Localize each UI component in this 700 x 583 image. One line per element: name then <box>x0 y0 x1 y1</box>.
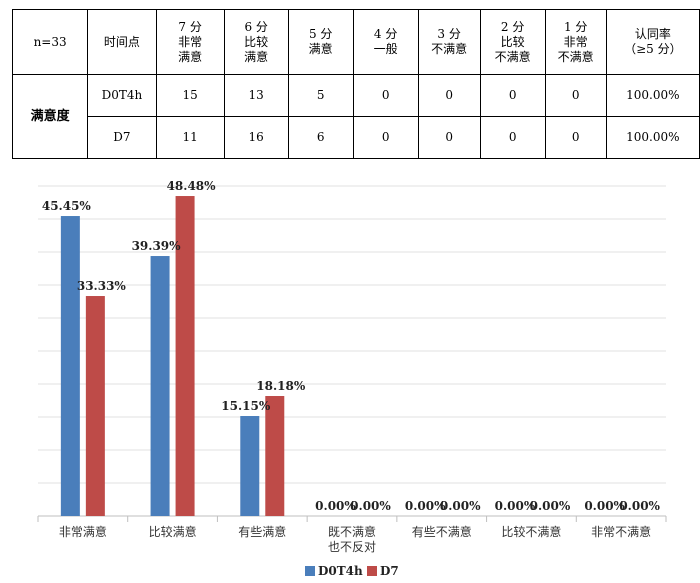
table-cell: 0 <box>417 116 481 159</box>
data-label: 0.00% <box>495 499 536 513</box>
bar-D0T4h-2 <box>240 416 260 516</box>
table-cell: 0 <box>352 116 419 159</box>
data-label: 0.00% <box>405 499 446 513</box>
bar-D7-0 <box>85 296 105 516</box>
satisfaction-table: n=33 时间点 7 分 非常 满意 6 分 比较 满意 5 分 满意 4 分 一般 3 分… <box>11 9 700 159</box>
data-labels: 45.45%39.39%15.15%0.00% 0.00% 0.00% 0.00%33… <box>42 179 661 513</box>
legend-label: D7 <box>380 564 399 578</box>
category-labels: 非常满意 比较满意 有些满意 既不满意也不反对 有些不满意 比较不满意 非常不满意 <box>59 524 651 554</box>
bars <box>60 196 285 517</box>
category-label: 比较不满意 <box>501 524 561 539</box>
table-cell: 100.00% <box>605 74 700 117</box>
table-cell: 100.00% <box>605 116 700 159</box>
table-header-cell: 5 分 满意 <box>287 9 354 75</box>
table-header-cell: n=33 <box>11 9 89 75</box>
table-header-cell: 7 分 非常 满意 <box>155 9 225 75</box>
table-cell: 11 <box>155 116 225 159</box>
table-header-cell: 4 分 一般 <box>352 9 419 75</box>
data-label: 33.33% <box>77 279 127 293</box>
table-cell: 0 <box>479 74 546 117</box>
data-label: 15.15% <box>221 399 271 413</box>
table-cell: 6 <box>287 116 354 159</box>
gridlines <box>37 185 667 522</box>
legend-label: D0T4h <box>318 564 363 578</box>
data-label: 0.00% <box>584 499 625 513</box>
table-cell: 5 <box>287 74 354 117</box>
data-label: 39.39% <box>132 239 182 253</box>
table-header-cell: 6 分 比较 满意 <box>223 9 289 75</box>
table-cell: 15 <box>155 74 225 117</box>
category-label: 有些满意 <box>238 524 286 539</box>
category-label: 既不满意也不反对 <box>328 524 376 554</box>
legend-swatch <box>367 566 377 576</box>
table-cell: 0 <box>479 116 546 159</box>
bar-D0T4h-1 <box>150 256 170 516</box>
table-cell: D0T4h <box>87 74 157 117</box>
table-cell: 0 <box>544 74 607 117</box>
data-label: 0.00% <box>350 499 391 513</box>
data-label: 0.00% <box>440 499 481 513</box>
row-group-label: 满意度 <box>11 74 89 159</box>
bar-D0T4h-0 <box>60 216 80 516</box>
bar-chart: 45.45%39.39%15.15%0.00% 0.00% 0.00% 0.00%33… <box>37 179 667 578</box>
table-cell: 0 <box>417 74 481 117</box>
table-header-cell: 3 分 不满意 <box>417 9 481 75</box>
table-header-cell: 时间点 <box>87 9 157 75</box>
legend-swatch <box>305 566 315 576</box>
table-cell: 16 <box>223 116 289 159</box>
bar-D7-2 <box>265 396 285 516</box>
table-cell: 0 <box>352 74 419 117</box>
data-label: 0.00% <box>315 499 356 513</box>
bar-D7-1 <box>175 196 195 517</box>
data-label: 18.18% <box>256 379 306 393</box>
data-label: 48.48% <box>167 179 217 193</box>
category-label: 有些不满意 <box>412 524 472 539</box>
table-cell: D7 <box>87 116 157 159</box>
category-label: 非常不满意 <box>591 524 651 539</box>
table-header-cell: 2 分 比较 不满意 <box>479 9 546 75</box>
data-label: 0.00% <box>530 499 571 513</box>
data-label: 0.00% <box>619 499 660 513</box>
category-label: 非常满意 <box>59 524 107 539</box>
table-cell: 13 <box>223 74 289 117</box>
category-label: 比较满意 <box>149 524 197 539</box>
table-cell: 0 <box>544 116 607 159</box>
table-header-cell: 1 分 非常 不满意 <box>544 9 607 75</box>
legend: D0T4h D7 <box>305 564 399 578</box>
table-header-cell: 认同率 （≥5 分） <box>605 9 700 75</box>
data-label: 45.45% <box>42 199 92 213</box>
